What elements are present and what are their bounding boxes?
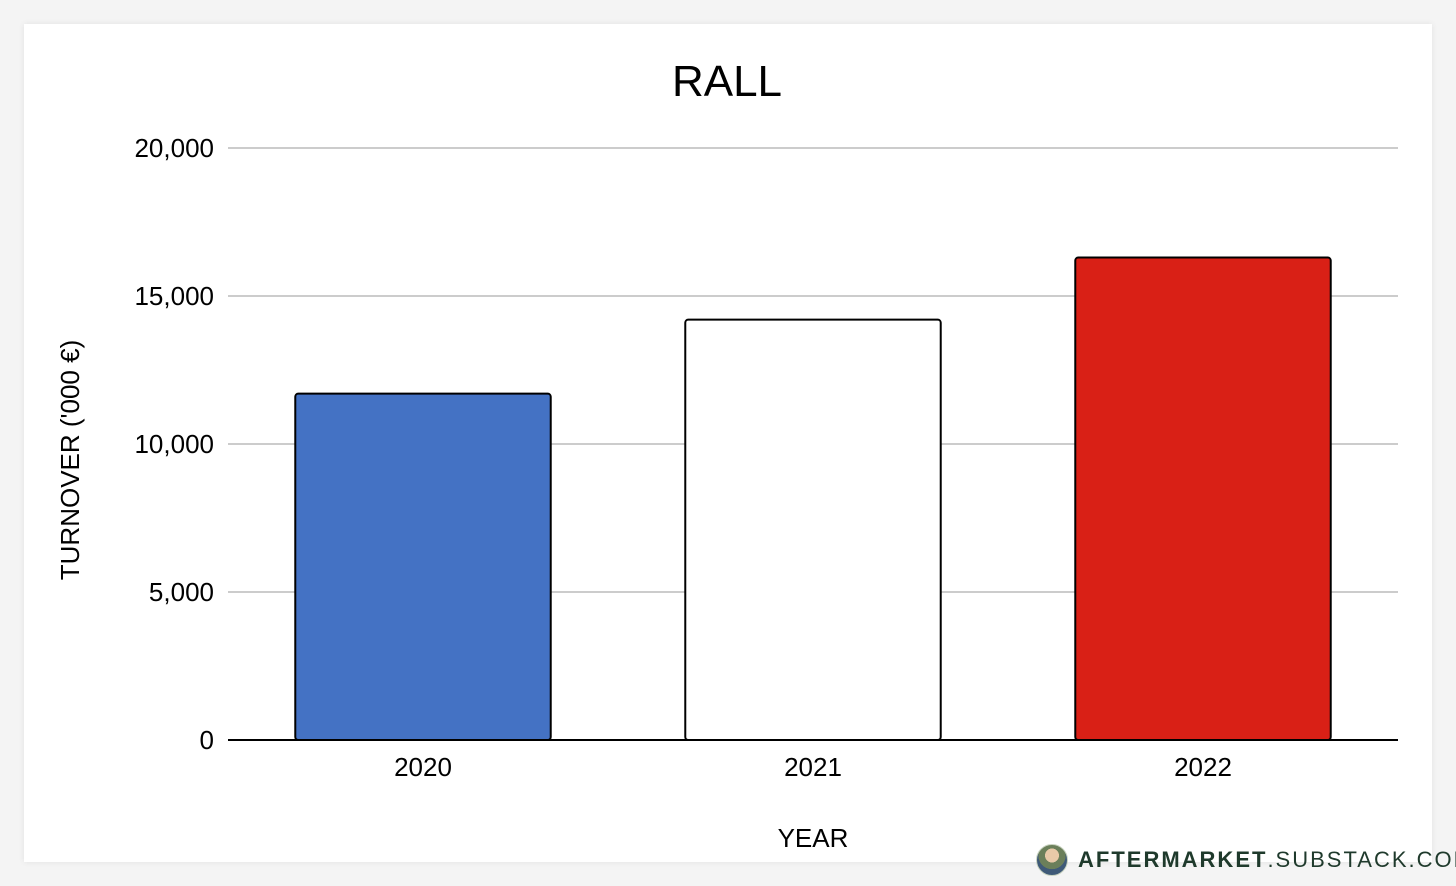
chart-title: RALL bbox=[672, 57, 782, 106]
y-tick-labels: 0 5,000 10,000 15,000 20,000 bbox=[134, 133, 214, 755]
y-tick-label: 0 bbox=[200, 725, 214, 755]
y-tick-label: 10,000 bbox=[134, 429, 214, 459]
y-tick-label: 5,000 bbox=[149, 577, 214, 607]
y-tick-label: 20,000 bbox=[134, 133, 214, 163]
y-axis-label: TURNOVER ('000 €) bbox=[55, 340, 85, 580]
watermark-text: AFTERMARKET.SUBSTACK.COM bbox=[1078, 847, 1456, 873]
bar-2020 bbox=[294, 392, 552, 741]
bar-2022 bbox=[1074, 256, 1332, 742]
x-axis-label: YEAR bbox=[778, 823, 849, 853]
substack-watermark[interactable]: AFTERMARKET.SUBSTACK.COM bbox=[1036, 843, 1456, 877]
bar-2021 bbox=[684, 318, 942, 741]
x-tick-label: 2021 bbox=[784, 752, 842, 782]
author-avatar-icon bbox=[1036, 844, 1068, 876]
chart-card: RALL 0 5,000 10,000 15,000 20,000 2020 2021 20… bbox=[24, 24, 1456, 876]
watermark-domain: .SUBSTACK.COM bbox=[1267, 847, 1456, 872]
y-tick-label: 15,000 bbox=[134, 281, 214, 311]
x-tick-labels: 2020 2021 2022 bbox=[394, 752, 1232, 782]
watermark-brand: AFTERMARKET bbox=[1078, 847, 1268, 872]
bars bbox=[294, 256, 1332, 742]
x-tick-label: 2022 bbox=[1174, 752, 1232, 782]
x-tick-label: 2020 bbox=[394, 752, 452, 782]
